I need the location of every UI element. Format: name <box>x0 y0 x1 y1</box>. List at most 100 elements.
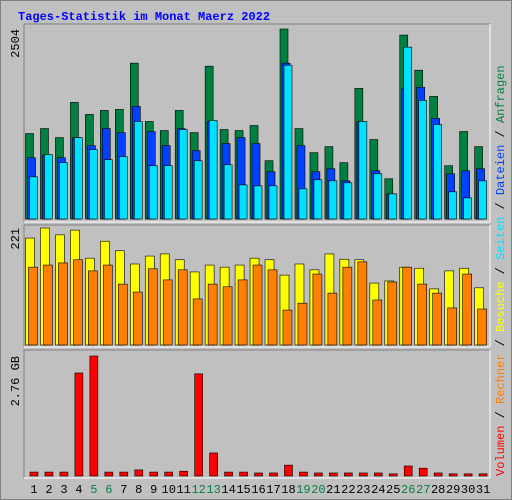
bar <box>58 262 68 346</box>
bar <box>237 279 248 346</box>
legend-separator: / <box>494 332 508 354</box>
bar <box>298 188 308 220</box>
x-tick-label: 5 <box>90 483 97 497</box>
x-tick-label: 15 <box>236 483 250 497</box>
bar <box>103 264 113 346</box>
bar <box>433 124 442 220</box>
bar <box>448 191 457 220</box>
bar <box>104 159 113 220</box>
legend-entry: Anfragen <box>494 65 508 123</box>
bar <box>89 355 99 477</box>
y-tick-label: 2.76 GB <box>9 356 23 406</box>
legend-entry: Seiten <box>494 217 508 260</box>
bar <box>418 467 428 477</box>
bar <box>163 165 173 220</box>
bar <box>344 472 353 477</box>
bar <box>29 471 39 477</box>
bar <box>29 176 38 220</box>
bar <box>254 472 263 477</box>
bar <box>89 149 98 220</box>
bar <box>433 472 443 477</box>
bar <box>328 180 338 220</box>
x-tick-label: 2 <box>45 483 52 497</box>
bar <box>119 156 128 220</box>
x-tick-label: 21 <box>326 483 340 497</box>
bar <box>342 266 353 346</box>
bar <box>194 373 203 477</box>
bar <box>59 162 68 220</box>
bar <box>297 302 308 346</box>
x-tick-label: 18 <box>281 483 295 497</box>
legend-separator: / <box>494 195 508 217</box>
x-tick-label: 30 <box>461 483 475 497</box>
x-tick-label: 27 <box>416 483 430 497</box>
bar <box>284 464 293 477</box>
legend-entry: Dateien <box>494 145 508 195</box>
bar <box>104 471 114 477</box>
bar <box>209 452 218 477</box>
bar <box>253 185 263 220</box>
bar <box>239 471 248 477</box>
bar <box>387 281 398 346</box>
bar <box>343 182 353 220</box>
bar <box>208 120 218 220</box>
x-tick-label: 24 <box>371 483 385 497</box>
bar <box>252 264 263 346</box>
bar <box>119 471 129 477</box>
bar <box>402 266 413 346</box>
bar <box>463 197 472 220</box>
bar <box>162 279 173 346</box>
x-tick-label: 16 <box>251 483 265 497</box>
bar <box>373 173 383 220</box>
bar <box>74 372 84 477</box>
x-tick-label: 26 <box>401 483 415 497</box>
bar <box>282 309 293 346</box>
bar <box>268 185 278 220</box>
bar <box>447 307 457 346</box>
chart-title: Tages-Statistik im Monat Maerz 2022 <box>18 10 270 24</box>
legend: Volumen / Rechner / Besuche / Seiten / D… <box>494 65 508 476</box>
bar <box>44 471 54 477</box>
bar <box>223 164 233 220</box>
bar <box>388 193 398 220</box>
bar <box>28 266 38 346</box>
bar <box>403 465 413 477</box>
x-tick-label: 6 <box>105 483 112 497</box>
x-tick-label: 22 <box>341 483 355 497</box>
bar <box>373 472 383 477</box>
bar <box>313 179 323 220</box>
bar <box>417 283 428 346</box>
legend-separator: / <box>494 123 508 145</box>
x-tick-label: 13 <box>206 483 220 497</box>
bar <box>164 471 174 477</box>
bar <box>448 473 458 477</box>
bar <box>238 184 248 220</box>
x-tick-label: 31 <box>476 483 490 497</box>
bar <box>372 299 383 346</box>
legend-entry: Besuche <box>494 282 508 332</box>
bar <box>43 264 53 346</box>
bar <box>329 472 338 477</box>
bar <box>148 165 158 220</box>
bar <box>478 473 488 477</box>
bar <box>267 269 278 346</box>
bar <box>134 469 144 477</box>
y-tick-label: 2504 <box>9 29 23 58</box>
bar <box>44 154 53 220</box>
x-tick-label: 7 <box>120 483 127 497</box>
bar <box>432 292 442 346</box>
bar <box>88 270 98 346</box>
bar <box>147 268 158 346</box>
bar <box>207 283 218 346</box>
x-tick-label: 19 <box>296 483 310 497</box>
bar <box>192 298 203 346</box>
x-tick-label: 25 <box>386 483 400 497</box>
bar <box>178 129 188 220</box>
bar <box>193 160 203 220</box>
x-tick-label: 12 <box>191 483 205 497</box>
bar <box>463 473 473 477</box>
bar <box>283 64 293 220</box>
x-tick-label: 17 <box>266 483 280 497</box>
bar <box>358 121 368 220</box>
